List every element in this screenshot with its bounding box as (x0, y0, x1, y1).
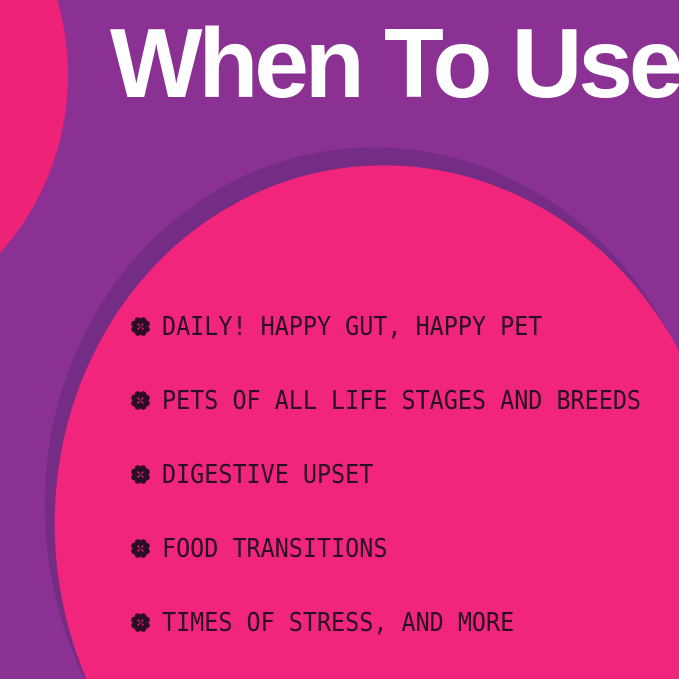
list-item: DIGESTIVE UPSET (129, 459, 679, 490)
page-title: When To Use (110, 8, 679, 118)
clover-icon (129, 315, 152, 338)
list-item-label: PETS OF ALL LIFE STAGES AND BREEDS (162, 385, 641, 416)
clover-icon (129, 611, 152, 634)
list-item: FOOD TRANSITIONS (129, 533, 679, 564)
benefits-list: DAILY! HAPPY GUT, HAPPY PET PETS OF ALL … (129, 311, 679, 679)
list-item-label: DIGESTIVE UPSET (162, 459, 374, 490)
list-item-label: FOOD TRANSITIONS (162, 533, 388, 564)
list-item: PETS OF ALL LIFE STAGES AND BREEDS (129, 385, 679, 416)
clover-icon (129, 389, 152, 412)
top-left-pink-circle (0, 0, 68, 342)
list-item-label: TIMES OF STRESS, AND MORE (162, 607, 515, 638)
list-item: DAILY! HAPPY GUT, HAPPY PET (129, 311, 679, 342)
list-item-label: DAILY! HAPPY GUT, HAPPY PET (162, 311, 543, 342)
list-item: TIMES OF STRESS, AND MORE (129, 607, 679, 638)
clover-icon (129, 537, 152, 560)
clover-icon (129, 463, 152, 486)
